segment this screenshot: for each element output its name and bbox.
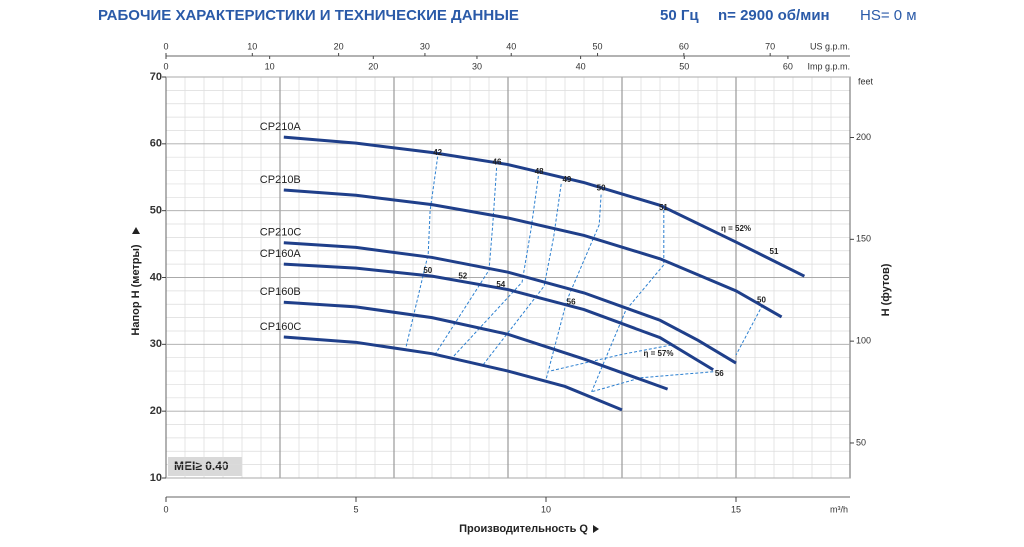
efficiency-line [545, 194, 602, 380]
x2-tick-label: 40 [506, 41, 516, 51]
efficiency-label: η = 52% [721, 224, 751, 233]
x3-tick-label: 40 [576, 61, 586, 71]
curve-label: CP210B [260, 174, 301, 186]
x-tick-label: 15 [731, 504, 741, 514]
pump-curve [283, 300, 669, 391]
pump-curve [283, 188, 783, 319]
y-tick-label: 50 [150, 205, 162, 217]
efficiency-label: 51 [770, 247, 779, 256]
efficiency-label: 46 [493, 158, 502, 167]
efficiency-line [591, 209, 665, 392]
x2-tick-label: 20 [334, 41, 344, 51]
y-tick-label: 20 [150, 405, 162, 417]
x2-tick-label: 50 [593, 41, 603, 51]
x-axis-title: Производительность Q [459, 523, 588, 535]
x2-axis-title: US g.p.m. [810, 41, 850, 51]
efficiency-label: 49 [562, 175, 571, 184]
efficiency-label: 56 [567, 297, 576, 306]
efficiency-line [482, 183, 562, 366]
x3-tick-label: 30 [472, 61, 482, 71]
mei-box [168, 457, 242, 476]
pump-curve [283, 262, 714, 372]
x3-tick-label: 0 [163, 61, 168, 71]
efficiency-line [591, 371, 714, 393]
pump-curve [283, 135, 806, 278]
arrow [593, 525, 599, 533]
efficiency-label: η = 57% [643, 349, 673, 358]
curve-label: CP160C [260, 321, 302, 333]
arrow [132, 227, 140, 234]
efficiency-line [549, 344, 672, 372]
efficiency-line [434, 167, 498, 356]
y2-tick-label: 100 [856, 336, 871, 346]
curve-label: CP210C [260, 227, 302, 239]
pump-curve [283, 241, 737, 365]
frequency: 50 Гц [660, 7, 699, 24]
y-tick-label: 40 [150, 271, 162, 283]
y2-axis-title: H (футов) [880, 263, 892, 316]
x3-tick-label: 20 [368, 61, 378, 71]
x-tick-label: 10 [541, 504, 551, 514]
y-tick-label: 70 [150, 71, 162, 83]
y2-tick-label: 50 [856, 437, 866, 447]
efficiency-label: 52 [458, 271, 467, 280]
efficiency-label: 48 [535, 167, 544, 176]
efficiency-label: 56 [715, 369, 724, 378]
x-tick-label: 5 [353, 504, 358, 514]
y-tick-label: 60 [150, 138, 162, 150]
efficiency-label: 51 [659, 203, 668, 212]
efficiency-label: 50 [597, 184, 606, 193]
y-axis-title: Напор H (метры) [130, 244, 142, 335]
x2-tick-label: 60 [679, 41, 689, 51]
x3-tick-label: 60 [783, 61, 793, 71]
x2-tick-label: 30 [420, 41, 430, 51]
y-tick-label: 10 [150, 472, 162, 484]
chart-title: РАБОЧИЕ ХАРАКТЕРИСТИКИ И ТЕХНИЧЕСКИЕ ДАН… [98, 7, 519, 24]
efficiency-line [452, 175, 539, 358]
y2-unit: feet [858, 76, 874, 86]
speed: n= 2900 об/мин [718, 7, 830, 24]
efficiency-line [404, 156, 439, 350]
efficiency-label: 50 [423, 266, 432, 275]
x3-tick-label: 50 [679, 61, 689, 71]
y-tick-label: 30 [150, 338, 162, 350]
curve-label: CP160B [260, 286, 301, 298]
suction: HS= 0 м [860, 7, 917, 24]
x2-tick-label: 70 [765, 41, 775, 51]
x-unit: m³/h [830, 504, 848, 514]
efficiency-label: 42 [433, 148, 442, 157]
x3-axis-title: Imp g.p.m. [807, 61, 850, 71]
x-tick-label: 0 [163, 504, 168, 514]
mei-label: MEI≥ 0.40 [174, 459, 229, 473]
x3-tick-label: 10 [265, 61, 275, 71]
efficiency-label: 50 [757, 295, 766, 304]
x2-tick-label: 10 [247, 41, 257, 51]
efficiency-label: 54 [496, 280, 505, 289]
efficiency-line [735, 304, 764, 356]
curve-label: CP160A [260, 248, 302, 260]
pump-curve [283, 335, 623, 412]
curve-label: CP210A [260, 121, 302, 133]
y2-tick-label: 200 [856, 132, 871, 142]
y2-tick-label: 150 [856, 234, 871, 244]
x2-tick-label: 0 [163, 41, 168, 51]
